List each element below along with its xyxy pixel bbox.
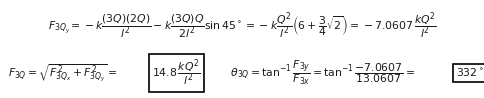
Text: $F_{3Q_y} = -k\dfrac{(3Q)(2Q)}{l^2} - k\dfrac{(3Q)Q}{2l^2}\sin 45^\circ = -k\dfr: $F_{3Q_y} = -k\dfrac{(3Q)(2Q)}{l^2} - k\…: [47, 11, 436, 41]
Text: $\quad\theta_{3Q} = \tan^{-1}\dfrac{F_{3y}}{F_{3x}} = \tan^{-1}\dfrac{-7.0607}{1: $\quad\theta_{3Q} = \tan^{-1}\dfrac{F_{3…: [220, 59, 414, 87]
Text: $F_{3Q} = \sqrt{F_{3Q_x}^{\,2} + F_{3Q_y}^{\,2}} = $: $F_{3Q} = \sqrt{F_{3Q_x}^{\,2} + F_{3Q_y…: [8, 62, 118, 84]
Text: $14.8\,\dfrac{kQ^2}{l^2}$: $14.8\,\dfrac{kQ^2}{l^2}$: [151, 58, 200, 88]
Text: $332^\circ$: $332^\circ$: [455, 67, 483, 79]
